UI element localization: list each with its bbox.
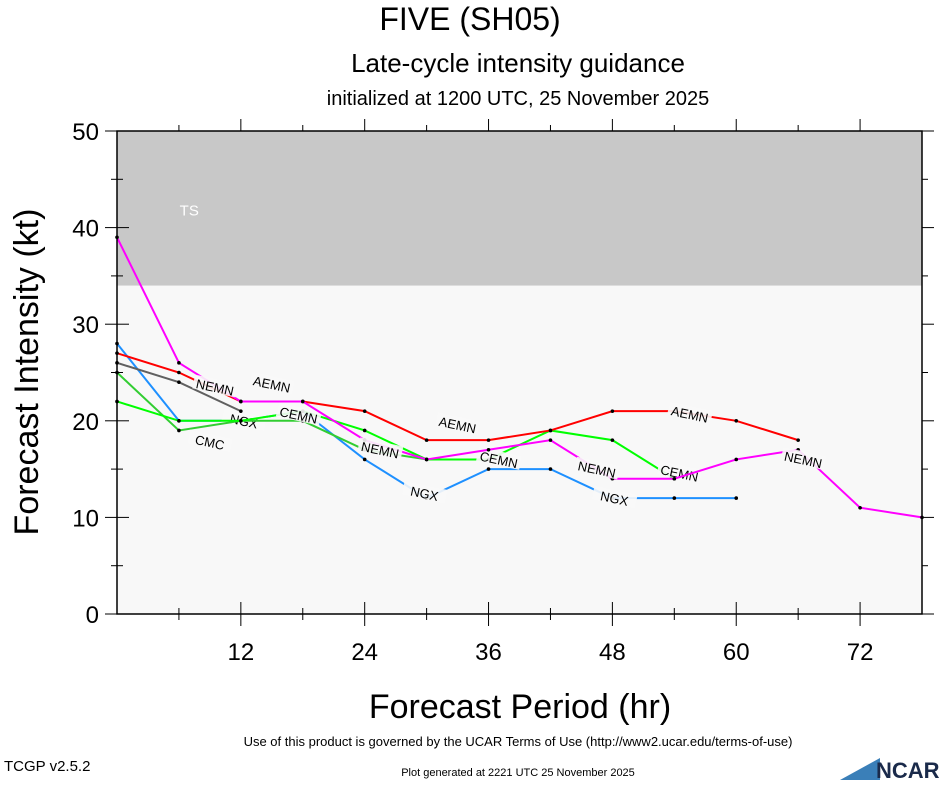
- x-tick-label: 24: [351, 639, 378, 666]
- series-label: NGX: [599, 488, 630, 509]
- y-tick-label: 0: [86, 602, 99, 629]
- data-point: [177, 419, 181, 423]
- series-label-bg: [401, 480, 448, 504]
- data-point: [548, 438, 553, 442]
- data-point: [177, 428, 181, 433]
- data-point: [548, 428, 553, 433]
- y-tick-label: 50: [72, 119, 99, 146]
- chart-subtitle: Late-cycle intensity guidance: [351, 48, 685, 78]
- series-label-bg: [357, 437, 404, 461]
- ts-band-label: TS: [180, 203, 199, 220]
- data-point: [362, 457, 367, 462]
- version-label: TCGP v2.5.2: [4, 758, 90, 775]
- data-point: [610, 438, 615, 442]
- data-point: [672, 496, 677, 500]
- series-label-bg: [192, 374, 239, 398]
- data-point: [734, 419, 739, 423]
- data-point: [486, 447, 491, 452]
- x-tick-label: 36: [475, 639, 502, 666]
- series-label-bg: [476, 447, 523, 470]
- data-point: [858, 505, 862, 510]
- x-axis-label: Forecast Period (hr): [369, 688, 671, 726]
- data-point: [486, 438, 491, 442]
- y-tick-label: 40: [72, 216, 99, 243]
- series-label-bg: [780, 447, 827, 470]
- data-point: [486, 467, 491, 471]
- ts-band: [117, 131, 922, 286]
- y-tick-label: 30: [72, 312, 99, 339]
- data-point: [548, 467, 553, 471]
- data-point: [239, 399, 243, 404]
- x-tick-label: 60: [723, 639, 750, 666]
- data-point: [672, 476, 677, 481]
- series-label-bg: [249, 371, 295, 395]
- data-point: [177, 370, 181, 375]
- y-tick-label: 10: [72, 505, 99, 532]
- x-tick-label: 48: [599, 639, 626, 666]
- data-point: [362, 428, 367, 433]
- series-label: CMC: [194, 432, 226, 453]
- series-label-bg: [656, 460, 703, 484]
- series-label-bg: [591, 485, 638, 509]
- ncar-logo: NCAR: [840, 758, 939, 783]
- ncar-logo-text: NCAR: [876, 758, 939, 780]
- data-point: [177, 361, 181, 365]
- generated-time: Plot generated at 2221 UTC 25 November 2…: [401, 767, 635, 779]
- series-label-bg: [434, 412, 481, 436]
- data-point: [610, 409, 615, 413]
- chart-title: FIVE (SH05): [379, 1, 560, 37]
- data-point: [796, 438, 800, 442]
- data-point: [239, 409, 243, 413]
- series-label-bg: [574, 456, 621, 480]
- data-point: [300, 399, 305, 404]
- x-tick-label: 72: [847, 639, 874, 666]
- data-point: [424, 457, 429, 462]
- data-point: [734, 496, 739, 500]
- terms-of-use: Use of this product is governed by the U…: [244, 734, 793, 749]
- series-label-bg: [187, 429, 234, 453]
- y-tick-label: 20: [72, 409, 99, 436]
- series-label: NGX: [409, 483, 440, 504]
- series-label-bg: [667, 401, 713, 425]
- data-point: [424, 438, 429, 442]
- y-axis-label: Forecast Intensity (kt): [8, 209, 46, 536]
- chart-init-time: initialized at 1200 UTC, 25 November 202…: [327, 88, 709, 110]
- data-point: [239, 419, 243, 423]
- x-tick-label: 12: [227, 639, 254, 666]
- data-point: [177, 380, 181, 384]
- series-label-bg: [275, 402, 322, 426]
- data-point: [362, 409, 367, 413]
- data-point: [734, 457, 739, 462]
